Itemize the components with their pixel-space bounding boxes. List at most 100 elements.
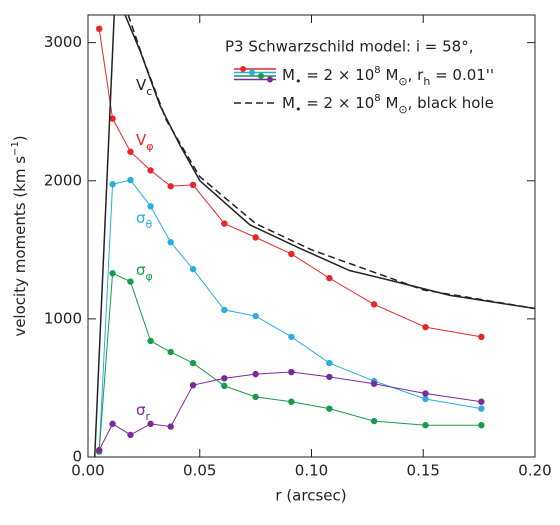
data-point: [109, 115, 116, 122]
series: [127, 15, 535, 310]
subscript: r: [146, 410, 151, 423]
subscript: ⊙: [398, 103, 407, 116]
series-label: σθ: [136, 209, 153, 231]
legend-label: M• = 2 × 108 M⊙, rh = 0.01'': [282, 65, 494, 88]
data-point: [147, 167, 154, 174]
superscript: −1: [10, 141, 21, 156]
data-point: [167, 423, 174, 430]
data-point: [288, 250, 295, 258]
data-point: [252, 312, 259, 320]
y-tick-label: 0: [72, 448, 82, 466]
subscript: φ: [146, 140, 153, 153]
data-point: [326, 359, 333, 367]
text-part: , black hole: [408, 94, 494, 112]
legend-swatch-dot: [258, 73, 264, 79]
series-line: [93, 15, 535, 457]
text-part: M: [381, 66, 399, 84]
data-point: [478, 405, 485, 412]
data-point: [478, 398, 485, 405]
series-label: Vφ: [136, 131, 154, 153]
series-line: [98, 371, 482, 451]
subscript: h: [423, 75, 430, 88]
data-point: [127, 278, 134, 285]
data-point: [127, 148, 134, 155]
data-point: [288, 398, 295, 405]
data-point: [109, 420, 116, 428]
text-part: M: [282, 66, 295, 84]
subscript: c: [146, 85, 152, 98]
data-point: [221, 306, 228, 314]
data-point: [189, 265, 197, 273]
text-part: M: [381, 94, 399, 112]
data-point: [221, 382, 228, 390]
data-point: [422, 422, 429, 429]
superscript: 8: [374, 65, 380, 76]
series: [93, 15, 535, 457]
legend-swatch-dot: [267, 76, 273, 83]
data-point: [189, 359, 197, 367]
text-part: velocity moments (km s: [11, 156, 29, 337]
data-point: [252, 393, 259, 401]
chart-title: P3 Schwarzschild model: i = 58°,: [225, 38, 473, 56]
data-point: [147, 337, 154, 345]
data-point: [167, 239, 174, 246]
data-point: [326, 405, 333, 412]
x-tick-label: 0.10: [295, 462, 328, 480]
data-point: [127, 431, 134, 439]
series-label: σr: [136, 401, 151, 423]
x-tick-label: 0.05: [183, 462, 216, 480]
x-tick-label: 0.00: [71, 462, 104, 480]
series: [95, 25, 485, 341]
data-point: [252, 370, 259, 378]
x-axis-label: r (arcsec): [275, 487, 346, 505]
data-point: [189, 181, 197, 189]
data-point: [370, 417, 378, 425]
data-point: [221, 220, 228, 227]
data-point: [127, 176, 134, 184]
data-point: [95, 446, 103, 454]
text-part: , r: [408, 66, 425, 84]
subscript: •: [295, 103, 302, 116]
data-point: [189, 381, 197, 389]
y-tick-label: 3000: [44, 33, 82, 51]
data-point: [288, 368, 295, 376]
text-part: ): [11, 135, 29, 141]
data-point: [288, 333, 295, 341]
series: [95, 368, 485, 454]
data-point: [221, 375, 228, 382]
text-part: σ: [136, 401, 146, 419]
text-part: σ: [136, 209, 146, 227]
text-part: V: [136, 131, 147, 149]
data-point: [95, 25, 103, 33]
data-point: [147, 203, 154, 210]
legend-swatch-dot: [249, 69, 255, 76]
series-label: Vc: [136, 76, 152, 98]
series: [95, 270, 485, 455]
data-point: [167, 348, 174, 356]
superscript: 8: [374, 93, 380, 104]
y-tick-label: 1000: [44, 309, 82, 327]
data-point: [422, 390, 429, 397]
series-line: [98, 179, 482, 452]
y-tick-label: 2000: [44, 171, 82, 189]
text-part: = 2 × 10: [301, 94, 374, 112]
text-part: V: [136, 76, 147, 94]
data-point: [370, 380, 378, 387]
data-point: [422, 395, 429, 403]
data-point: [478, 422, 485, 429]
data-point: [167, 183, 174, 190]
x-tick-label: 0.15: [407, 462, 440, 480]
data-point: [147, 420, 154, 428]
text-part: M: [282, 94, 295, 112]
legend-label: M• = 2 × 108 M⊙, black hole: [282, 93, 494, 116]
data-point: [109, 181, 116, 188]
subscript: •: [295, 75, 302, 88]
subscript: φ: [146, 270, 153, 283]
text-part: = 0.01'': [430, 66, 494, 84]
series-label: σφ: [136, 261, 153, 283]
data-point: [109, 270, 116, 277]
text-part: = 2 × 10: [301, 66, 374, 84]
subscript: θ: [146, 218, 153, 231]
legend-swatch-dot: [240, 66, 246, 72]
y-axis-label: velocity moments (km s−1): [10, 135, 29, 336]
